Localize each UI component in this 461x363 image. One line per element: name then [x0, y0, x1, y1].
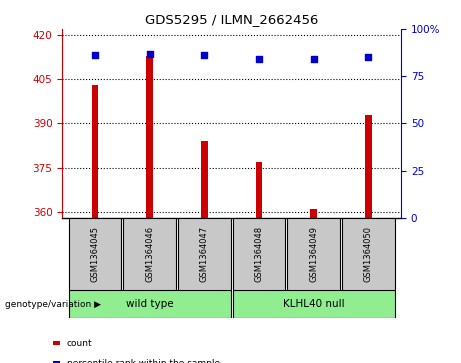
Bar — [342, 218, 395, 290]
Bar — [147, 56, 153, 218]
Text: count: count — [67, 339, 93, 347]
Bar — [201, 141, 207, 218]
Bar — [69, 290, 230, 318]
Point — [146, 51, 154, 57]
Bar — [256, 162, 262, 218]
Text: percentile rank within the sample: percentile rank within the sample — [67, 359, 220, 363]
Bar — [233, 218, 285, 290]
Text: GSM1364050: GSM1364050 — [364, 226, 373, 282]
Bar — [178, 218, 230, 290]
Point — [365, 54, 372, 60]
Point — [201, 53, 208, 58]
Bar — [233, 290, 395, 318]
Point — [255, 56, 263, 62]
Text: wild type: wild type — [126, 299, 173, 309]
Text: GSM1364048: GSM1364048 — [254, 226, 264, 282]
Title: GDS5295 / ILMN_2662456: GDS5295 / ILMN_2662456 — [145, 13, 319, 26]
Bar — [365, 115, 372, 218]
Point — [91, 53, 99, 58]
Bar — [124, 218, 176, 290]
Bar — [287, 218, 340, 290]
Point — [310, 56, 317, 62]
Text: KLHL40 null: KLHL40 null — [283, 299, 344, 309]
Text: GSM1364047: GSM1364047 — [200, 226, 209, 282]
Text: GSM1364049: GSM1364049 — [309, 226, 318, 282]
Text: GSM1364046: GSM1364046 — [145, 226, 154, 282]
Bar — [310, 209, 317, 218]
Bar — [69, 218, 121, 290]
Bar — [92, 85, 98, 218]
Text: genotype/variation ▶: genotype/variation ▶ — [5, 299, 100, 309]
Text: GSM1364045: GSM1364045 — [90, 226, 100, 282]
